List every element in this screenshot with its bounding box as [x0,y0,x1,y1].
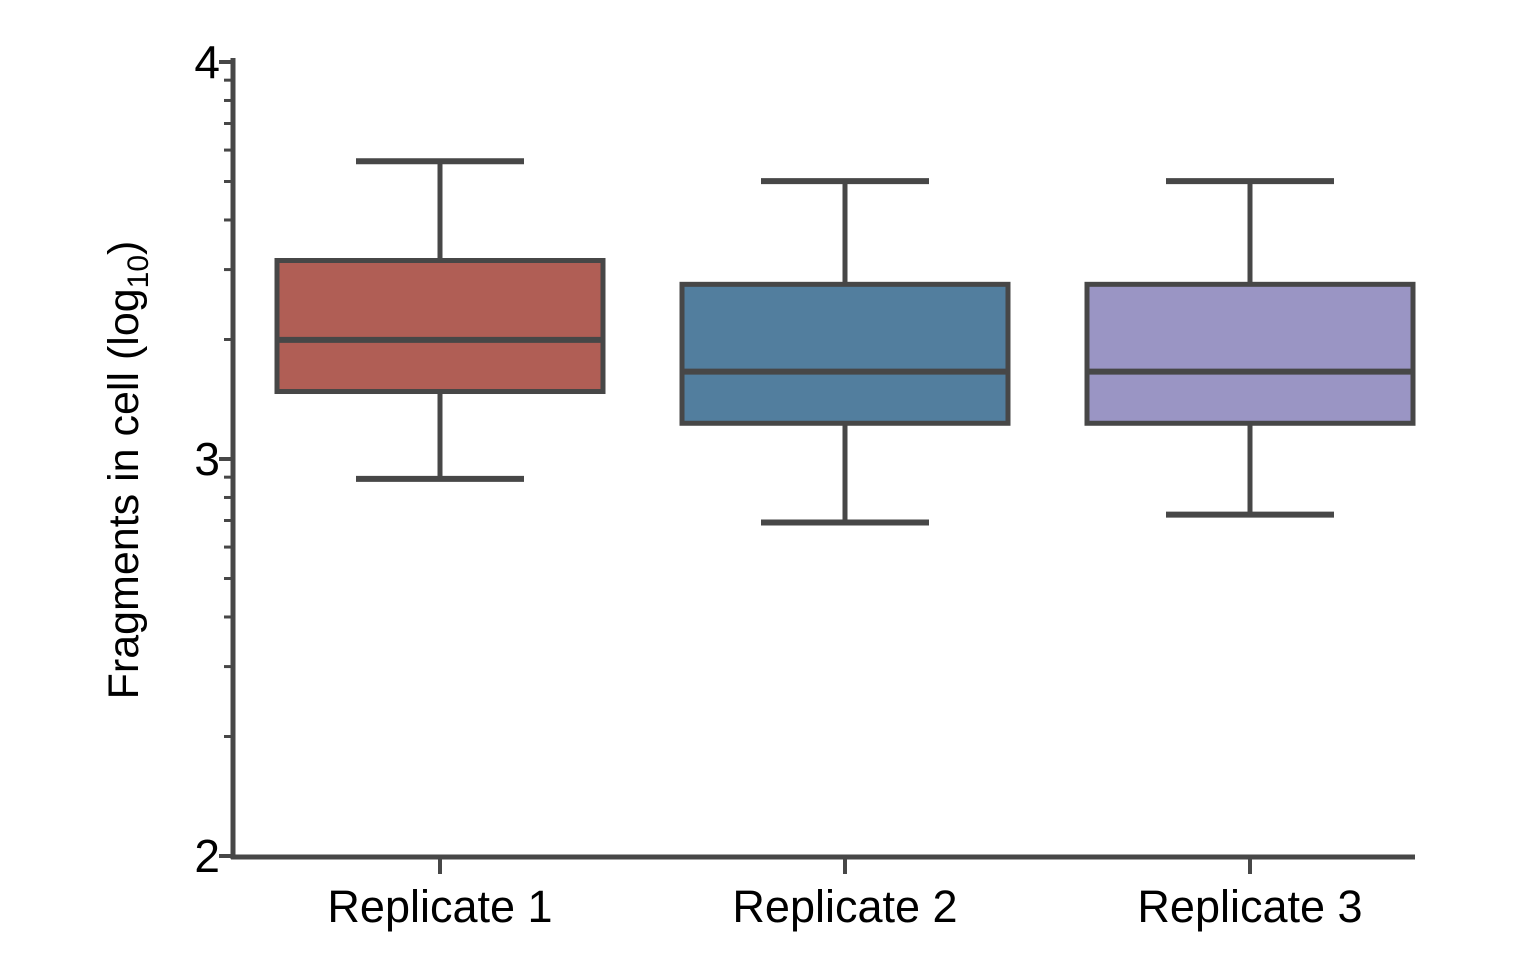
box-group-1 [274,158,606,482]
x-category-label: Replicate 2 [732,881,957,932]
y-axis-title-suffix: ) [100,241,148,255]
iqr-box [679,281,1011,426]
y-tick-label: 4 [194,36,220,88]
iqr-box [274,258,606,395]
box-group-2 [679,178,1011,526]
box-group-3 [1084,178,1416,518]
y-axis-title-text: Fragments in cell (log [100,288,148,699]
x-category-label: Replicate 3 [1137,881,1362,932]
y-tick-label: 2 [194,830,220,882]
y-axis-title-subscript: 10 [122,255,155,288]
iqr-box [1084,281,1416,426]
y-tick-label: 3 [194,433,220,485]
y-axis-title: Fragments in cell (log10) [100,241,155,700]
x-category-label: Replicate 1 [327,881,552,932]
